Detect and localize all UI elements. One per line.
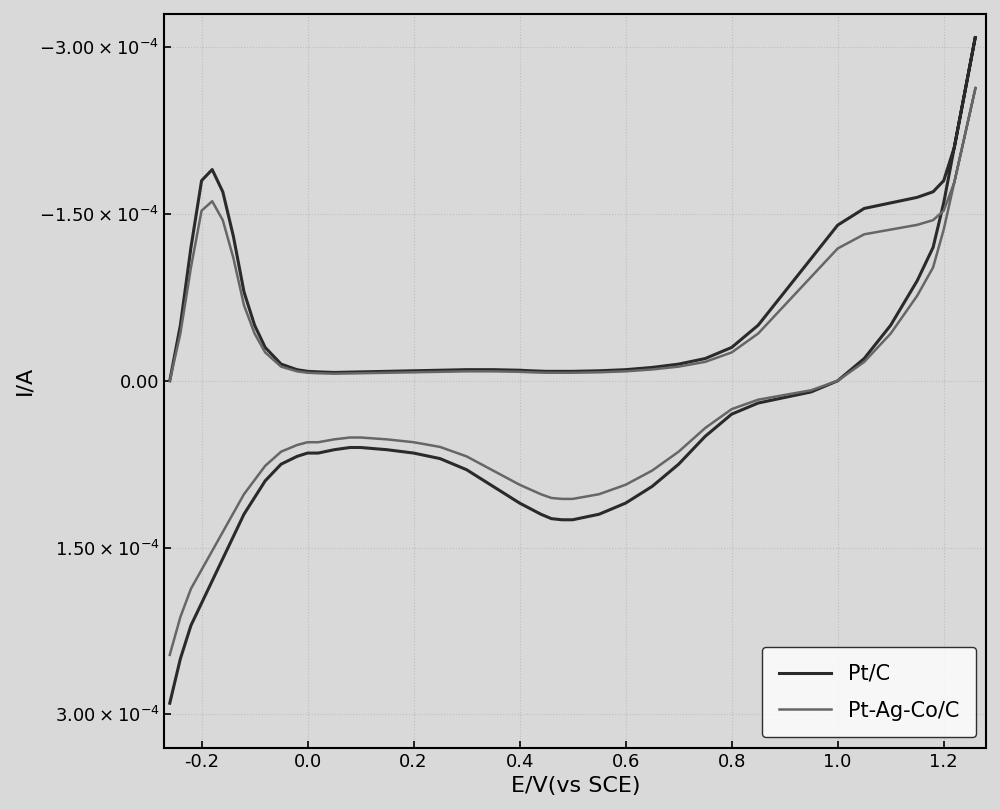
Line: Pt-Ag-Co/C: Pt-Ag-Co/C bbox=[170, 87, 976, 654]
Pt-Ag-Co/C bbox=[291, 366, 303, 376]
Pt/C bbox=[291, 364, 303, 374]
Pt/C bbox=[970, 32, 982, 41]
Pt/C bbox=[164, 376, 176, 386]
Y-axis label: I/A: I/A bbox=[14, 366, 34, 395]
Legend: Pt/C, Pt-Ag-Co/C: Pt/C, Pt-Ag-Co/C bbox=[762, 647, 976, 737]
Pt-Ag-Co/C bbox=[970, 83, 982, 92]
Pt-Ag-Co/C bbox=[185, 584, 197, 594]
Pt/C bbox=[524, 366, 536, 376]
Pt/C bbox=[185, 620, 197, 630]
Pt-Ag-Co/C bbox=[524, 368, 536, 377]
Pt-Ag-Co/C bbox=[174, 612, 186, 622]
Line: Pt/C: Pt/C bbox=[170, 36, 976, 703]
Pt/C bbox=[164, 698, 176, 708]
Pt-Ag-Co/C bbox=[164, 376, 176, 386]
Pt/C bbox=[487, 364, 499, 374]
Pt-Ag-Co/C bbox=[487, 366, 499, 376]
Pt/C bbox=[174, 654, 186, 663]
Pt-Ag-Co/C bbox=[164, 650, 176, 659]
Pt/C bbox=[312, 448, 324, 458]
Pt-Ag-Co/C bbox=[312, 437, 324, 447]
X-axis label: E/V(vs SCE): E/V(vs SCE) bbox=[511, 776, 640, 796]
